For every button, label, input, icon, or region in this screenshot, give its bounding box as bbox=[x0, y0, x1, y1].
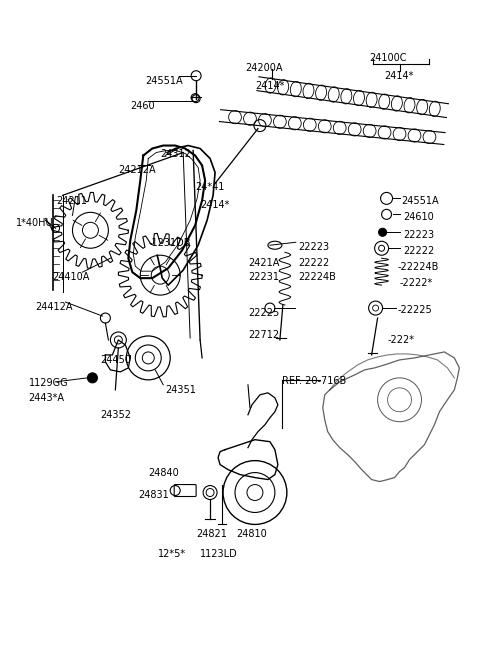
Text: 12*5*: 12*5* bbox=[158, 549, 186, 559]
Text: 24821: 24821 bbox=[196, 530, 227, 539]
Text: 24351: 24351 bbox=[165, 385, 196, 395]
Text: 24*41: 24*41 bbox=[195, 183, 225, 193]
Text: 24212A: 24212A bbox=[119, 166, 156, 175]
Text: 24211: 24211 bbox=[57, 196, 87, 206]
Text: 24352: 24352 bbox=[100, 410, 132, 420]
Text: 2460: 2460 bbox=[130, 101, 155, 110]
Text: 22223: 22223 bbox=[404, 231, 435, 240]
Text: 22222: 22222 bbox=[298, 258, 329, 268]
Text: -22225: -22225 bbox=[397, 305, 432, 315]
Text: 2421A: 2421A bbox=[248, 258, 279, 268]
Text: 22231: 22231 bbox=[248, 272, 279, 282]
Text: 24410A: 24410A bbox=[52, 272, 90, 282]
Text: 24100C: 24100C bbox=[370, 53, 407, 63]
Text: 24200A: 24200A bbox=[245, 63, 283, 73]
Text: 24810: 24810 bbox=[236, 530, 267, 539]
Circle shape bbox=[87, 373, 97, 383]
Text: -22224B: -22224B bbox=[397, 262, 439, 272]
Text: 22223: 22223 bbox=[298, 242, 329, 252]
Text: REF. 20-716B: REF. 20-716B bbox=[282, 376, 346, 386]
Text: 24450: 24450 bbox=[100, 355, 132, 365]
Text: 24831: 24831 bbox=[138, 489, 169, 499]
Text: 22225: 22225 bbox=[248, 308, 279, 318]
Text: 24312: 24312 bbox=[160, 148, 191, 158]
Text: 24840: 24840 bbox=[148, 468, 179, 478]
Text: -222*: -222* bbox=[387, 335, 415, 345]
Text: 24551A: 24551A bbox=[402, 196, 439, 206]
Text: 24551A: 24551A bbox=[145, 76, 183, 85]
Text: 2414*: 2414* bbox=[200, 200, 229, 210]
Text: 22712: 22712 bbox=[248, 330, 279, 340]
Text: -2222*: -2222* bbox=[399, 278, 433, 288]
Text: 1*40HU: 1*40HU bbox=[16, 218, 53, 229]
Text: 22224B: 22224B bbox=[298, 272, 336, 282]
Text: 1129GG: 1129GG bbox=[29, 378, 68, 388]
Text: 2414*: 2414* bbox=[255, 81, 284, 91]
Text: 24412A: 24412A bbox=[36, 302, 73, 312]
Text: 24610: 24610 bbox=[404, 212, 434, 222]
Text: 1123LD: 1123LD bbox=[200, 549, 238, 559]
Text: 2443*A: 2443*A bbox=[29, 393, 65, 403]
Text: -1231DB: -1231DB bbox=[148, 238, 191, 248]
Text: 22222: 22222 bbox=[404, 246, 435, 256]
Text: 2414*: 2414* bbox=[384, 71, 414, 81]
Circle shape bbox=[379, 228, 386, 237]
